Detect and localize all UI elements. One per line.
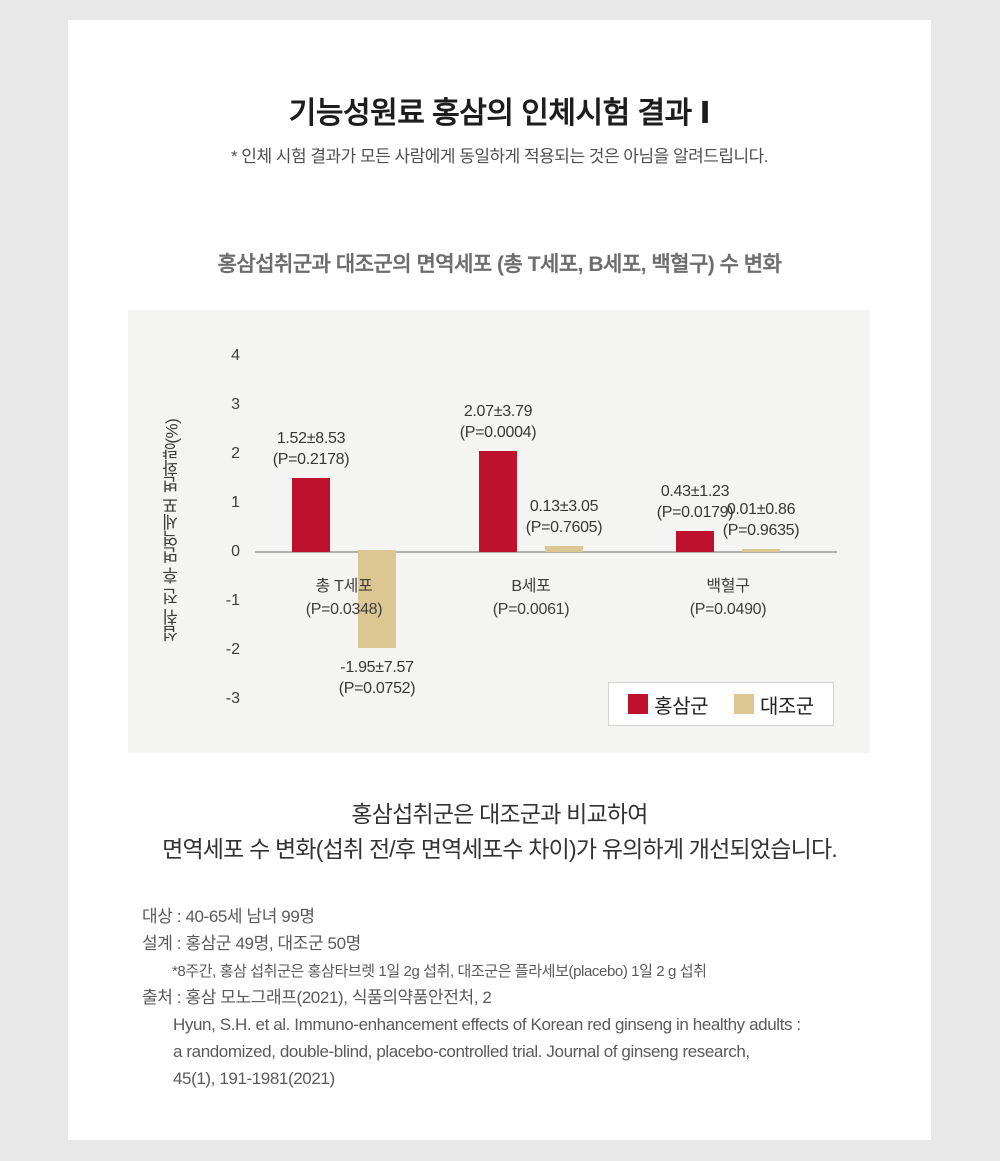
bar-p-value-text: (P=0.9635) bbox=[722, 522, 800, 539]
chart-plot-area: 섭취 전 후 면역세포 변화량(%) 4 3 2 1 0 -1 -2 -3 총 T세포 (P=0.… bbox=[128, 310, 870, 753]
study-design-line: 설계 : 홍삼군 49명, 대조군 50명 bbox=[142, 934, 361, 953]
y-axis-tick: -3 bbox=[225, 690, 240, 707]
legend-item-ginseng: 홍삼군 bbox=[628, 690, 708, 719]
legend-item-control: 대조군 bbox=[734, 690, 814, 719]
bar-control-group bbox=[742, 549, 780, 552]
y-axis-tick: 4 bbox=[231, 347, 240, 364]
study-subjects-line: 대상 : 40-65세 남녀 99명 bbox=[142, 907, 315, 926]
conclusion-line-2: 면역세포 수 변화(섭취 전/후 면역세포수 차이)가 유의하게 개선되었습니다… bbox=[162, 836, 838, 862]
reference-line-1: Hyun, S.H. et al. Immuno-enhancement eff… bbox=[173, 1015, 801, 1034]
bar-value-text: 0.43±1.23 bbox=[660, 483, 730, 500]
reference-line-3: 45(1), 191-1981(2021) bbox=[173, 1069, 335, 1088]
y-axis-tick: -2 bbox=[225, 641, 240, 658]
bar-p-value-text: (P=0.2178) bbox=[272, 451, 350, 468]
conclusion-line-1: 홍삼섭취군은 대조군과 비교하여 bbox=[351, 801, 648, 827]
bar-p-value-text: (P=0.0004) bbox=[459, 424, 537, 441]
bar-control-group bbox=[545, 546, 583, 552]
bar-value-label: 0.01±0.86 (P=0.9635) bbox=[723, 499, 800, 541]
bar-p-value-text: (P=0.7605) bbox=[525, 519, 603, 536]
legend-label-control: 대조군 bbox=[760, 695, 814, 718]
y-axis-tick: 3 bbox=[231, 396, 240, 413]
chart-heading: 홍삼섭취군과 대조군의 면역세포 (총 T세포, B세포, 백혈구) 수 변화 bbox=[217, 253, 782, 276]
legend-label-ginseng: 홍삼군 bbox=[654, 695, 708, 718]
category-label: 총 T세포 (P=0.0348) bbox=[306, 575, 383, 621]
bar-value-text: 0.13±3.05 bbox=[529, 498, 599, 515]
bar-value-text: 0.01±0.86 bbox=[726, 501, 796, 518]
chart-legend: 홍삼군 대조군 bbox=[608, 682, 834, 726]
bar-value-text: 1.52±8.53 bbox=[276, 430, 346, 447]
bar-ginseng-group bbox=[479, 451, 517, 552]
page-title: 기능성원료 홍삼의 인체시험 결과 Ⅰ bbox=[288, 97, 711, 130]
bar-p-value-text: (P=0.0179) bbox=[656, 504, 734, 521]
bar-value-label: -1.95±7.57 (P=0.0752) bbox=[339, 657, 416, 699]
bar-value-text: -1.95±7.57 bbox=[340, 659, 414, 676]
bar-value-label: 0.13±3.05 (P=0.7605) bbox=[526, 496, 603, 538]
content-card: 기능성원료 홍삼의 인체시험 결과 Ⅰ * 인체 시험 결과가 모든 사람에게 … bbox=[68, 20, 931, 1140]
category-label: 백혈구 (P=0.0490) bbox=[690, 575, 767, 621]
bar-p-value-text: (P=0.0752) bbox=[338, 680, 416, 697]
bar-value-label: 0.43±1.23 (P=0.0179) bbox=[657, 481, 734, 523]
x-axis-line bbox=[255, 551, 837, 553]
bar-ginseng-group bbox=[676, 531, 714, 552]
legend-swatch-ginseng-icon bbox=[628, 694, 649, 714]
y-axis-tick: 0 bbox=[231, 543, 240, 560]
legend-swatch-control-icon bbox=[734, 694, 754, 714]
chart-panel: 섭취 전 후 면역세포 변화량(%) 4 3 2 1 0 -1 -2 -3 총 T세포 (P=0.… bbox=[128, 310, 870, 753]
category-name: 백혈구 bbox=[706, 578, 750, 595]
bar-value-label: 1.52±8.53 (P=0.2178) bbox=[273, 428, 350, 470]
category-name: 총 T세포 bbox=[315, 578, 373, 595]
study-protocol-note: *8주간, 홍삼 섭취군은 홍삼타브렛 1일 2g 섭취, 대조군은 플라세보(… bbox=[172, 963, 707, 980]
y-axis-tick: 2 bbox=[231, 445, 240, 462]
category-label: B세포 (P=0.0061) bbox=[493, 575, 570, 621]
category-p-value: (P=0.0061) bbox=[492, 601, 570, 618]
reference-line-2: a randomized, double-blind, placebo-cont… bbox=[173, 1042, 750, 1061]
bar-value-label: 2.07±3.79 (P=0.0004) bbox=[460, 401, 537, 443]
bar-value-text: 2.07±3.79 bbox=[463, 403, 533, 420]
disclaimer-text: * 인체 시험 결과가 모든 사람에게 동일하게 적용되는 것은 아님을 알려드… bbox=[230, 147, 769, 166]
source-line: 출처 : 홍삼 모노그래프(2021), 식품의약품안전처, 2 bbox=[142, 988, 492, 1007]
y-axis-tick: -1 bbox=[225, 592, 240, 609]
category-p-value: (P=0.0490) bbox=[689, 601, 767, 618]
bar-ginseng-group bbox=[292, 478, 330, 552]
category-name: B세포 bbox=[511, 578, 551, 595]
bar-control-group bbox=[358, 550, 396, 648]
y-axis-tick: 1 bbox=[231, 494, 240, 511]
category-p-value: (P=0.0348) bbox=[305, 601, 383, 618]
